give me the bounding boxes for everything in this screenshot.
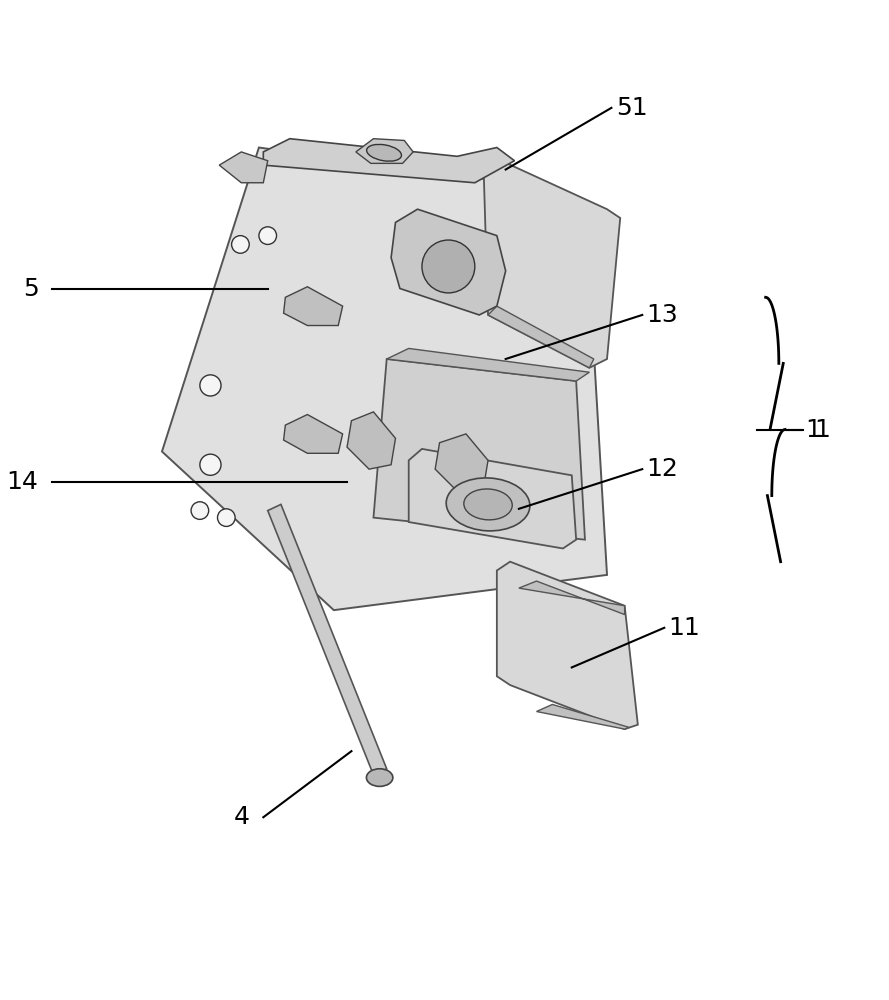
Polygon shape (356, 139, 413, 163)
Circle shape (259, 227, 276, 244)
Circle shape (200, 375, 221, 396)
Text: 13: 13 (646, 303, 678, 327)
Polygon shape (488, 306, 594, 368)
Polygon shape (497, 562, 637, 729)
Circle shape (232, 236, 249, 253)
Polygon shape (162, 148, 607, 610)
Text: 51: 51 (616, 96, 647, 120)
Circle shape (218, 509, 235, 526)
Polygon shape (484, 161, 621, 368)
Text: 1: 1 (805, 418, 821, 442)
Polygon shape (435, 434, 488, 491)
Circle shape (191, 502, 209, 519)
Text: 4: 4 (234, 805, 250, 829)
Circle shape (200, 454, 221, 475)
Polygon shape (536, 704, 629, 729)
Polygon shape (387, 348, 589, 381)
Text: 5: 5 (23, 277, 38, 301)
Text: 12: 12 (646, 457, 678, 481)
Ellipse shape (464, 489, 512, 520)
Ellipse shape (366, 144, 402, 161)
Text: 1: 1 (814, 418, 830, 442)
Polygon shape (391, 209, 506, 315)
Ellipse shape (366, 769, 393, 786)
Text: 11: 11 (669, 616, 701, 640)
Polygon shape (220, 152, 268, 183)
Polygon shape (263, 139, 515, 183)
Polygon shape (347, 412, 396, 469)
Text: 14: 14 (7, 470, 38, 494)
Polygon shape (284, 287, 342, 326)
Polygon shape (373, 359, 585, 540)
Polygon shape (284, 415, 342, 453)
Ellipse shape (446, 478, 530, 531)
Polygon shape (519, 581, 625, 615)
Polygon shape (268, 504, 387, 775)
Circle shape (422, 240, 475, 293)
Polygon shape (409, 449, 576, 548)
